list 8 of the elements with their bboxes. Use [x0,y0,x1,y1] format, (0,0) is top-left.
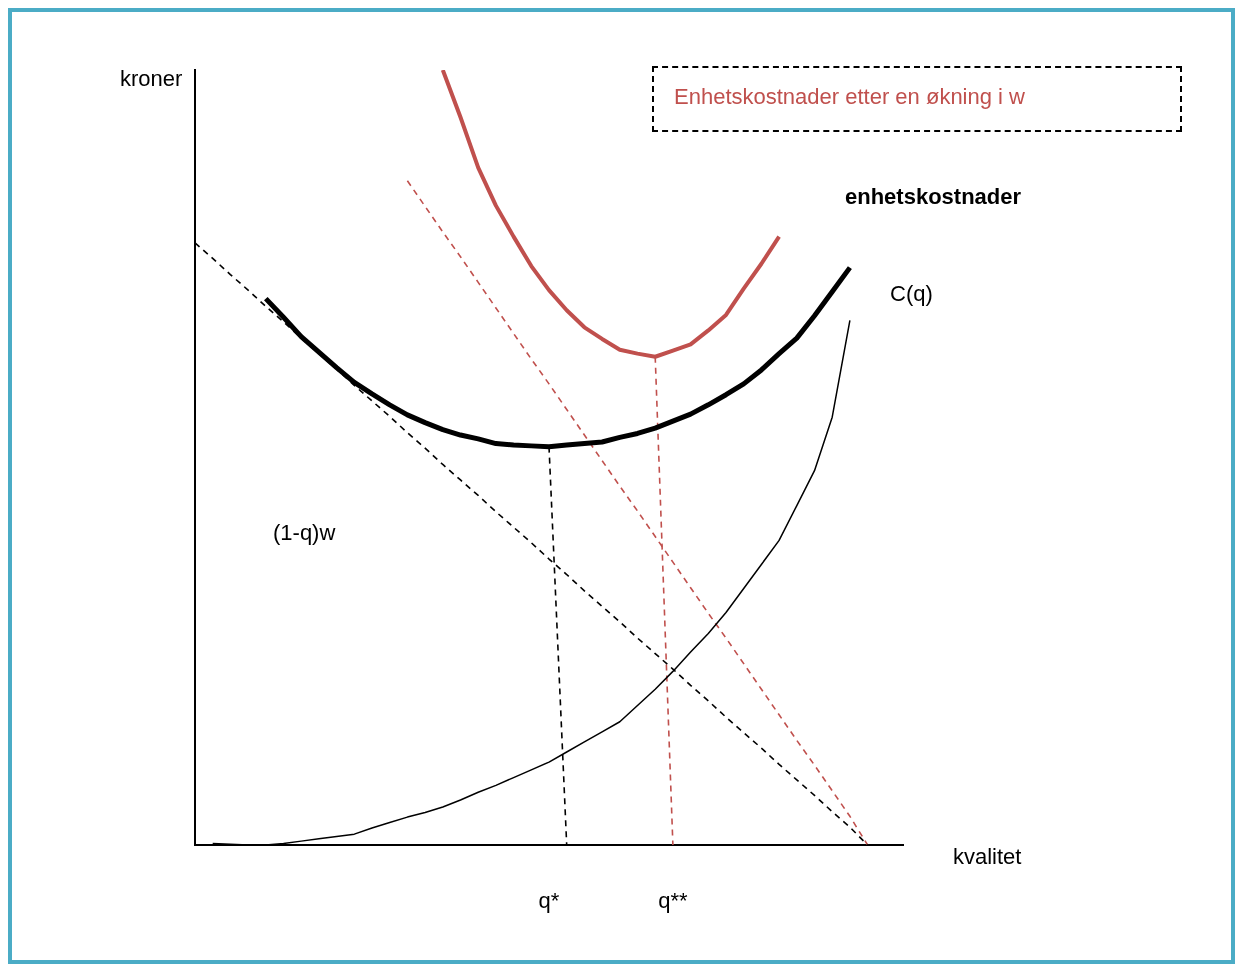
x-axis-title: kvalitet [953,844,1022,871]
x-tick-label: q** [658,888,689,914]
y-axis-title: kroner [120,66,183,93]
annotation: enhetskostnader [845,184,1022,211]
annotation: Enhetskostnader etter en økning i w [652,66,1182,132]
x-tick-label: q* [538,888,560,914]
annotation: C(q) [890,281,933,308]
annotation: (1-q)w [273,520,336,547]
